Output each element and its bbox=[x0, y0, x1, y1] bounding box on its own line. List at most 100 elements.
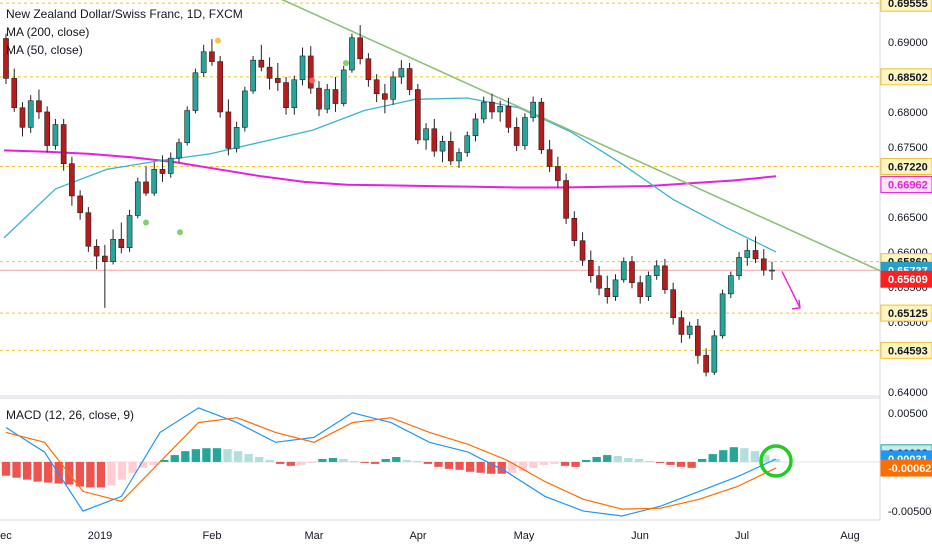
candle-body bbox=[662, 265, 668, 290]
histogram-bar bbox=[402, 459, 411, 462]
horizontal-levels bbox=[0, 2, 880, 351]
candle-body bbox=[11, 78, 18, 109]
x-tick-label: Jul bbox=[735, 530, 749, 542]
level-badge-bg bbox=[880, 0, 932, 12]
candle-body bbox=[134, 181, 141, 216]
histogram-bar bbox=[508, 461, 517, 473]
candle-body bbox=[711, 335, 718, 373]
histogram-bar bbox=[455, 461, 464, 470]
candle-body bbox=[250, 59, 256, 92]
level-badge-bg bbox=[880, 158, 932, 176]
histogram-bar bbox=[191, 449, 201, 462]
candle-body bbox=[546, 149, 553, 167]
arrow-shaft bbox=[781, 271, 801, 309]
candle-body bbox=[480, 101, 487, 120]
candle-body bbox=[126, 215, 133, 248]
histogram-bar bbox=[740, 448, 749, 462]
histogram-bar bbox=[761, 455, 770, 462]
ma200-badge: 0.66962 bbox=[888, 180, 928, 192]
candle-body bbox=[530, 101, 536, 118]
signal-markers bbox=[143, 37, 349, 236]
candle-body bbox=[151, 169, 158, 194]
candle-body bbox=[513, 127, 520, 146]
price-grid bbox=[0, 0, 881, 521]
histogram-bar bbox=[413, 460, 422, 462]
histogram-bar bbox=[349, 460, 359, 462]
candle-body bbox=[629, 261, 635, 283]
candle-body bbox=[176, 142, 182, 159]
histogram-bar bbox=[687, 461, 696, 468]
candle-body bbox=[69, 163, 75, 197]
candle-body bbox=[307, 55, 314, 89]
histogram-bar bbox=[254, 457, 264, 462]
histogram-bar bbox=[12, 461, 21, 478]
candle-body bbox=[159, 169, 166, 174]
candle-body bbox=[283, 82, 289, 109]
histogram-bar bbox=[233, 451, 243, 462]
candle-body bbox=[415, 89, 421, 141]
candle-body bbox=[447, 141, 454, 162]
signal-badge: -0.00062 bbox=[888, 463, 931, 475]
signal-dot bbox=[143, 219, 149, 226]
ma50-path bbox=[3, 97, 777, 253]
histogram-bar bbox=[708, 454, 717, 462]
x-tick-label: Mar bbox=[305, 530, 324, 542]
level-badge: 0.69555 bbox=[888, 0, 928, 10]
projection-arrow[interactable] bbox=[781, 271, 801, 310]
candle-body bbox=[200, 51, 207, 74]
ma200-badge-bg bbox=[880, 176, 932, 194]
histogram-bar bbox=[339, 459, 348, 462]
candle-body bbox=[3, 38, 9, 79]
x-axis: Dec 2019 Feb Mar Apr May Jun Jul Aug bbox=[0, 530, 860, 542]
candle-body bbox=[620, 261, 627, 281]
histogram-bar bbox=[655, 461, 665, 463]
signal-badge-bg bbox=[880, 459, 932, 477]
candle-body bbox=[579, 240, 586, 261]
candle-body bbox=[744, 250, 751, 258]
candle-body bbox=[217, 61, 223, 113]
histogram-bar bbox=[539, 461, 549, 465]
histogram-bar bbox=[581, 459, 591, 462]
histogram-bar bbox=[476, 461, 485, 473]
macd-tick-label: -0.00500 bbox=[888, 506, 931, 518]
histogram-bar bbox=[719, 450, 728, 462]
level-badge: 0.68502 bbox=[888, 72, 928, 84]
signal-line bbox=[5, 417, 777, 510]
histogram-bar bbox=[666, 461, 675, 465]
candle-body bbox=[382, 93, 388, 100]
trendline[interactable] bbox=[280, 0, 881, 272]
histogram-bar bbox=[750, 451, 760, 462]
candle-body bbox=[456, 152, 462, 162]
histogram-bar bbox=[560, 461, 570, 466]
histogram-bar bbox=[444, 461, 454, 469]
histogram-bar bbox=[276, 461, 285, 464]
histogram-bar bbox=[33, 461, 42, 482]
ma50-legend: MA (50, close) bbox=[6, 43, 83, 57]
x-tick-label: Dec bbox=[0, 530, 12, 542]
candle-body bbox=[596, 275, 602, 289]
signal-dot bbox=[309, 77, 315, 84]
histogram-bar bbox=[22, 461, 32, 480]
candle-body bbox=[645, 275, 652, 297]
x-tick-label: Jun bbox=[631, 530, 649, 542]
candle-body bbox=[184, 110, 191, 144]
candle-body bbox=[52, 124, 59, 146]
candle-body bbox=[587, 259, 594, 276]
candle-body bbox=[653, 265, 660, 276]
candle-body bbox=[143, 181, 149, 194]
candle-body bbox=[538, 101, 545, 151]
candle-body bbox=[670, 289, 676, 318]
candle-body bbox=[398, 68, 405, 78]
price-tick-label: 0.68000 bbox=[888, 107, 928, 119]
candle-body bbox=[85, 212, 92, 247]
candles bbox=[3, 25, 775, 377]
x-tick-label: Aug bbox=[840, 530, 860, 542]
histogram-bar bbox=[729, 447, 738, 462]
level-badge: 0.64593 bbox=[888, 345, 928, 357]
candle-body bbox=[93, 245, 100, 257]
histogram-bar bbox=[634, 459, 644, 462]
ma200-line bbox=[3, 149, 777, 189]
histogram-bar bbox=[518, 461, 528, 471]
macd-line bbox=[5, 407, 777, 517]
